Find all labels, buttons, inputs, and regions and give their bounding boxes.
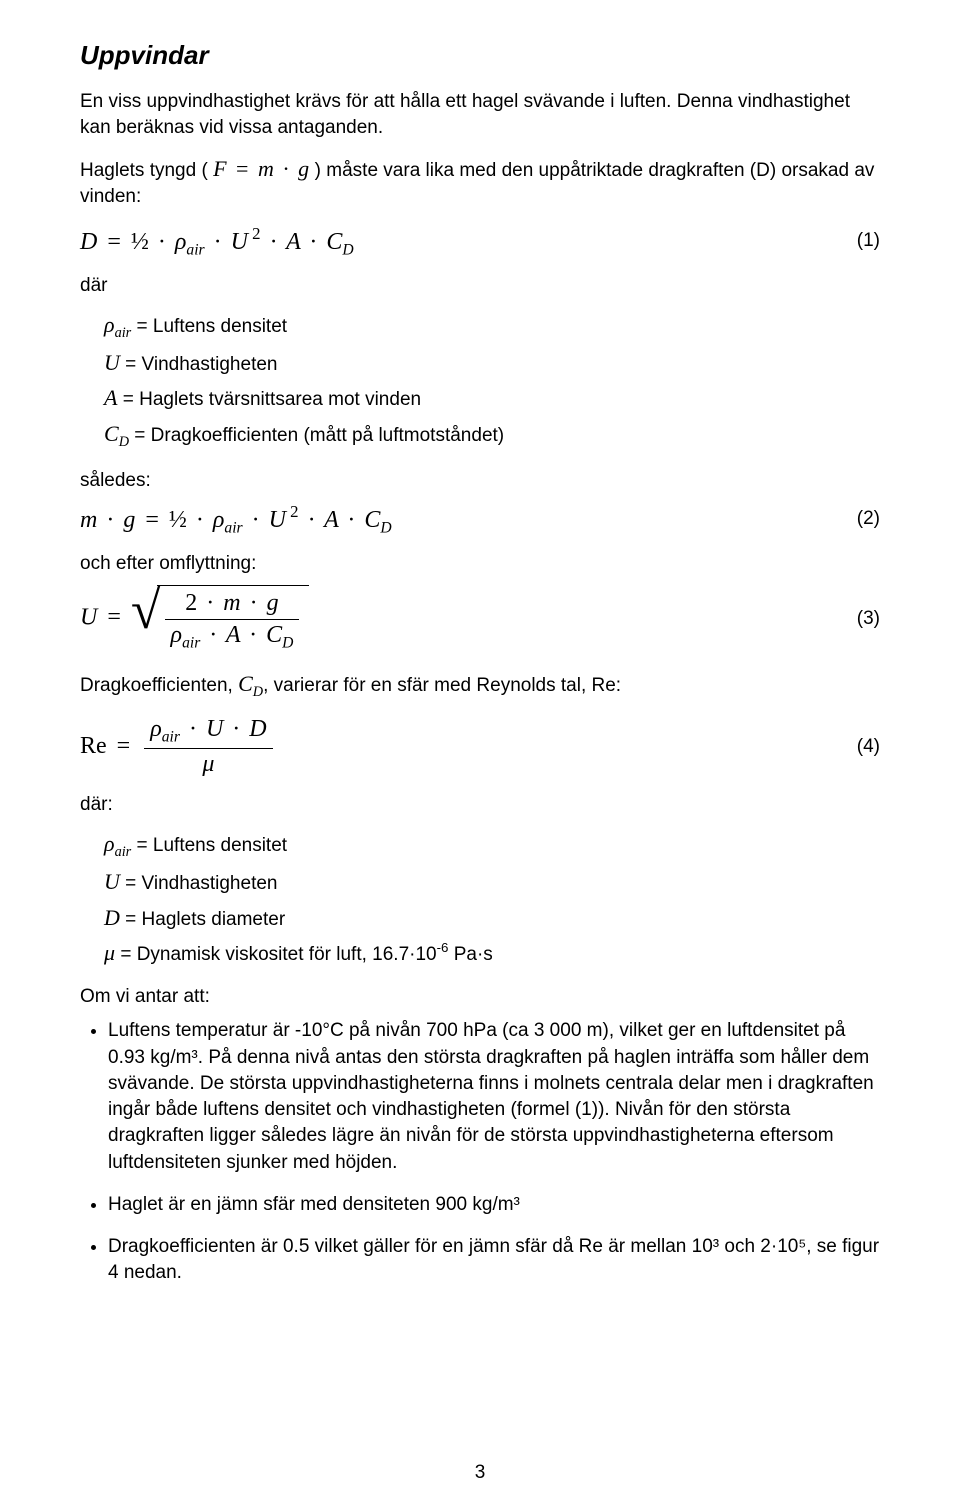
equation-1: D = ½ · ρair · U 2 · A · CD xyxy=(80,224,837,260)
equation-2-row: m · g = ½ · ρair · U 2 · A · CD (2) xyxy=(80,502,880,538)
definitions-1: ρair = Luftens densitet U = Vindhastighe… xyxy=(104,307,880,454)
drag-varies-post: , varierar för en sfär med Reynolds tal,… xyxy=(263,675,621,696)
def2-U: U = Vindhastigheten xyxy=(104,864,880,899)
bullet-2: Haglet är en jämn sfär med densiteten 90… xyxy=(108,1192,880,1218)
equation-4: Re = ρair · U · D μ xyxy=(80,716,837,778)
equation-4-row: Re = ρair · U · D μ (4) xyxy=(80,716,880,778)
intro-paragraph: En viss uppvindhastighet krävs för att h… xyxy=(80,89,880,140)
def-CD: CD = Dragkoefficienten (mått på luftmots… xyxy=(104,416,880,454)
equation-1-row: D = ½ · ρair · U 2 · A · CD (1) xyxy=(80,224,880,260)
assumption-list: Luftens temperatur är -10°C på nivån 700… xyxy=(80,1018,880,1286)
sqrt-icon: √ xyxy=(131,589,161,656)
page-number: 3 xyxy=(0,1462,960,1484)
where-2: där: xyxy=(80,794,880,816)
def-rho: ρair = Luftens densitet xyxy=(104,307,880,345)
equation-3-row: U = √ 2 · m · g ρair · A · CD (3) xyxy=(80,585,880,652)
inline-CD: CD xyxy=(238,671,263,696)
bullet-1: Luftens temperatur är -10°C på nivån 700… xyxy=(108,1018,880,1175)
def2-D: D = Haglets diameter xyxy=(104,900,880,935)
section-heading: Uppvindar xyxy=(80,40,880,71)
assume-label: Om vi antar att: xyxy=(80,986,880,1008)
inline-eq-F-mg: F = m · g xyxy=(213,156,315,181)
where-1: där xyxy=(80,275,880,297)
equation-1-number: (1) xyxy=(837,230,880,252)
definitions-2: ρair = Luftens densitet U = Vindhastighe… xyxy=(104,826,880,970)
def-U: U = Vindhastigheten xyxy=(104,345,880,380)
sqrt-wrap: √ 2 · m · g ρair · A · CD xyxy=(131,585,309,652)
equation-3-number: (3) xyxy=(837,608,880,630)
def2-mu: μ = Dynamisk viskositet för luft, 16.7·1… xyxy=(104,935,880,970)
def2-rho: ρair = Luftens densitet xyxy=(104,826,880,864)
rearrange-label: och efter omflyttning: xyxy=(80,553,880,575)
para2-pre: Haglets tyngd ( xyxy=(80,160,208,181)
drag-varies-pre: Dragkoefficienten, xyxy=(80,675,233,696)
page: Uppvindar En viss uppvindhastighet krävs… xyxy=(0,0,960,1508)
weight-paragraph: Haglets tyngd ( F = m · g ) måste vara l… xyxy=(80,154,880,209)
equation-4-number: (4) xyxy=(837,736,880,758)
thus-label: således: xyxy=(80,470,880,492)
equation-2: m · g = ½ · ρair · U 2 · A · CD xyxy=(80,502,837,538)
drag-varies-paragraph: Dragkoefficienten, CD, varierar för en s… xyxy=(80,669,880,702)
equation-2-number: (2) xyxy=(837,508,880,530)
equation-3: U = √ 2 · m · g ρair · A · CD xyxy=(80,585,837,652)
bullet-3: Dragkoefficienten är 0.5 vilket gäller f… xyxy=(108,1234,880,1286)
def-A: A = Haglets tvärsnittsarea mot vinden xyxy=(104,380,880,415)
